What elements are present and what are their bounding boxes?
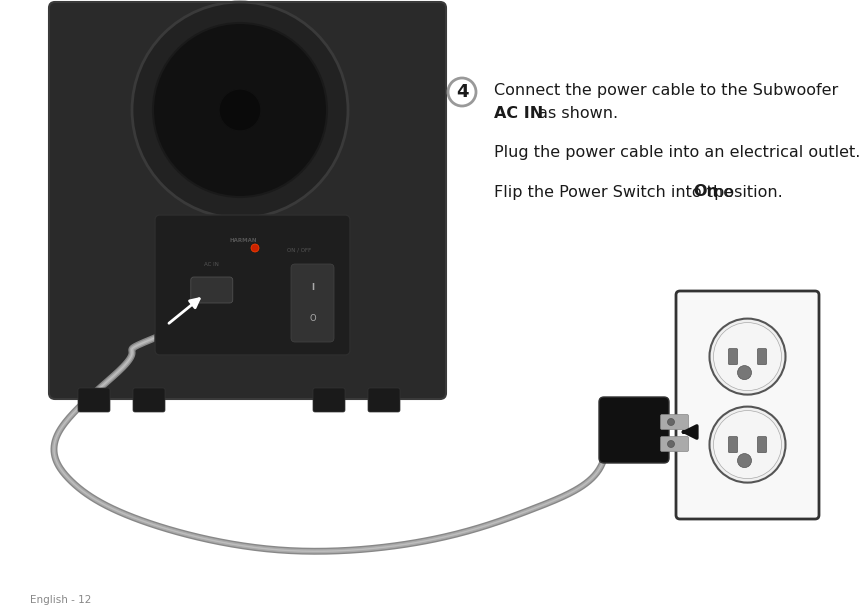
Text: Connect the power cable to the Subwoofer: Connect the power cable to the Subwoofer bbox=[494, 84, 838, 99]
FancyBboxPatch shape bbox=[758, 437, 766, 453]
FancyBboxPatch shape bbox=[49, 2, 446, 399]
Text: position.: position. bbox=[709, 185, 783, 200]
FancyBboxPatch shape bbox=[155, 215, 350, 355]
Circle shape bbox=[709, 318, 785, 395]
FancyBboxPatch shape bbox=[78, 388, 110, 412]
FancyBboxPatch shape bbox=[133, 388, 165, 412]
Text: 4: 4 bbox=[456, 83, 468, 101]
FancyBboxPatch shape bbox=[758, 349, 766, 365]
FancyBboxPatch shape bbox=[368, 388, 400, 412]
FancyBboxPatch shape bbox=[599, 397, 669, 463]
Text: On: On bbox=[693, 185, 718, 200]
FancyBboxPatch shape bbox=[191, 277, 233, 303]
Text: HARMAN: HARMAN bbox=[229, 238, 257, 243]
Circle shape bbox=[714, 411, 781, 479]
Circle shape bbox=[714, 323, 781, 391]
Circle shape bbox=[668, 418, 675, 426]
FancyBboxPatch shape bbox=[661, 415, 689, 429]
Text: as shown.: as shown. bbox=[533, 105, 618, 121]
Circle shape bbox=[709, 407, 785, 482]
Circle shape bbox=[668, 440, 675, 447]
Text: O: O bbox=[309, 314, 316, 323]
Circle shape bbox=[153, 23, 327, 197]
FancyBboxPatch shape bbox=[676, 291, 819, 519]
Circle shape bbox=[219, 89, 261, 131]
Text: English - 12: English - 12 bbox=[30, 595, 92, 605]
Text: I: I bbox=[311, 283, 314, 292]
FancyBboxPatch shape bbox=[728, 437, 738, 453]
Circle shape bbox=[738, 453, 752, 468]
Text: Flip the Power Switch into the: Flip the Power Switch into the bbox=[494, 185, 738, 200]
Text: AC IN: AC IN bbox=[204, 262, 219, 267]
Circle shape bbox=[132, 2, 348, 218]
Circle shape bbox=[448, 78, 476, 106]
Text: Plug the power cable into an electrical outlet.: Plug the power cable into an electrical … bbox=[494, 145, 861, 160]
Text: AC IN: AC IN bbox=[494, 105, 543, 121]
FancyBboxPatch shape bbox=[313, 388, 345, 412]
FancyBboxPatch shape bbox=[661, 437, 689, 452]
FancyBboxPatch shape bbox=[291, 264, 334, 342]
Circle shape bbox=[738, 366, 752, 379]
FancyBboxPatch shape bbox=[728, 349, 738, 365]
Text: ON / OFF: ON / OFF bbox=[286, 248, 311, 253]
Circle shape bbox=[251, 244, 259, 252]
